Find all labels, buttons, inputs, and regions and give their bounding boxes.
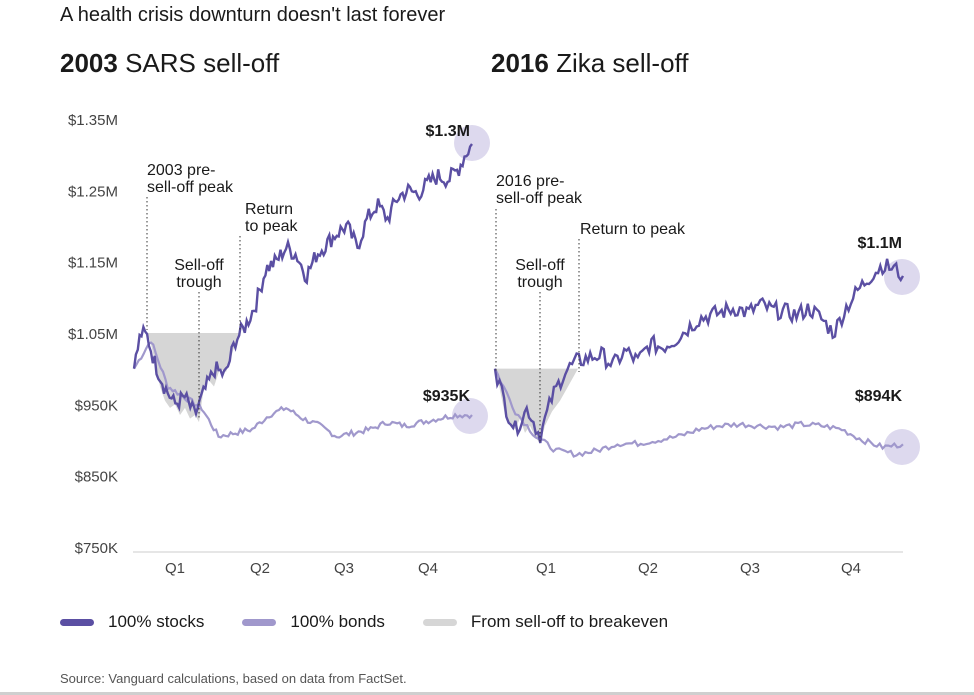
legend-swatch-shade (422, 618, 457, 626)
annotation-label: trough (517, 274, 562, 291)
y-tick-label: $750K (75, 540, 118, 557)
legend-item-bonds: 100% bonds (242, 612, 385, 632)
legend-item-shade: From sell-off to breakeven (422, 612, 669, 632)
panel-year: 2003 (60, 48, 118, 78)
annotation-label: Return to peak (580, 221, 686, 238)
annotation-label: to peak (245, 218, 298, 235)
page-title: A health crisis downturn doesn't last fo… (60, 4, 446, 26)
y-tick-label: $1.15M (68, 255, 118, 272)
series-line-bonds (133, 341, 473, 439)
end-value-label-bonds: $935K (423, 388, 471, 405)
annotation-label: Sell-off (515, 257, 565, 274)
annotation-label: sell-off peak (147, 179, 234, 196)
x-tick-label: Q2 (638, 560, 658, 577)
legend-swatch-bonds (242, 618, 277, 626)
bottom-rule (0, 692, 974, 695)
y-tick-label: $850K (75, 469, 118, 486)
x-tick-label: Q1 (165, 560, 185, 577)
annotation-label: trough (176, 274, 221, 291)
annotation-label: Return (245, 201, 293, 218)
annotation-label: 2016 pre- (496, 173, 565, 190)
x-tick-label: Q1 (536, 560, 556, 577)
end-value-label-bonds: $894K (855, 388, 903, 405)
y-tick-label: $1.05M (68, 326, 118, 343)
panel-title-sars: 2003 SARS sell-off (60, 48, 279, 79)
y-tick-label: $1.35M (68, 112, 118, 129)
legend-label: 100% stocks (108, 612, 205, 631)
series-line-stocks (132, 143, 473, 418)
legend-swatch-stocks (60, 618, 94, 626)
series-line-bonds (494, 368, 904, 458)
end-highlight-circle (884, 429, 920, 465)
chart-canvas: $1.35M $1.25M $1.15M $1.05M $950K $850K $750K 2… (68, 112, 920, 577)
panel-year: 2016 (491, 48, 549, 78)
legend-item-stocks: 100% stocks (60, 612, 204, 632)
x-tick-label: Q3 (334, 560, 354, 577)
x-tick-label: Q4 (418, 560, 438, 577)
legend-label: 100% bonds (290, 612, 385, 631)
panel-name: Zika sell-off (556, 48, 689, 78)
legend: 100% stocks 100% bonds From sell-off to … (60, 612, 706, 632)
annotation-label: 2003 pre- (147, 162, 216, 179)
panel-title-zika: 2016 Zika sell-off (491, 48, 689, 79)
source-note: Source: Vanguard calculations, based on … (60, 671, 407, 686)
selloff-shade-area (147, 333, 240, 423)
y-tick-label: $1.25M (68, 183, 118, 200)
y-tick-label: $950K (75, 397, 118, 414)
x-tick-label: Q2 (250, 560, 270, 577)
legend-label: From sell-off to breakeven (470, 612, 669, 631)
series-line-stocks (493, 258, 905, 444)
x-tick-label: Q4 (841, 560, 861, 577)
annotation-label: sell-off peak (496, 190, 583, 207)
annotation-label: Sell-off (174, 257, 224, 274)
end-value-label-stocks: $1.1M (858, 235, 902, 252)
x-tick-label: Q3 (740, 560, 760, 577)
end-value-label-stocks: $1.3M (426, 123, 470, 140)
end-highlight-circle (454, 125, 490, 161)
panel-name: SARS sell-off (125, 48, 280, 78)
